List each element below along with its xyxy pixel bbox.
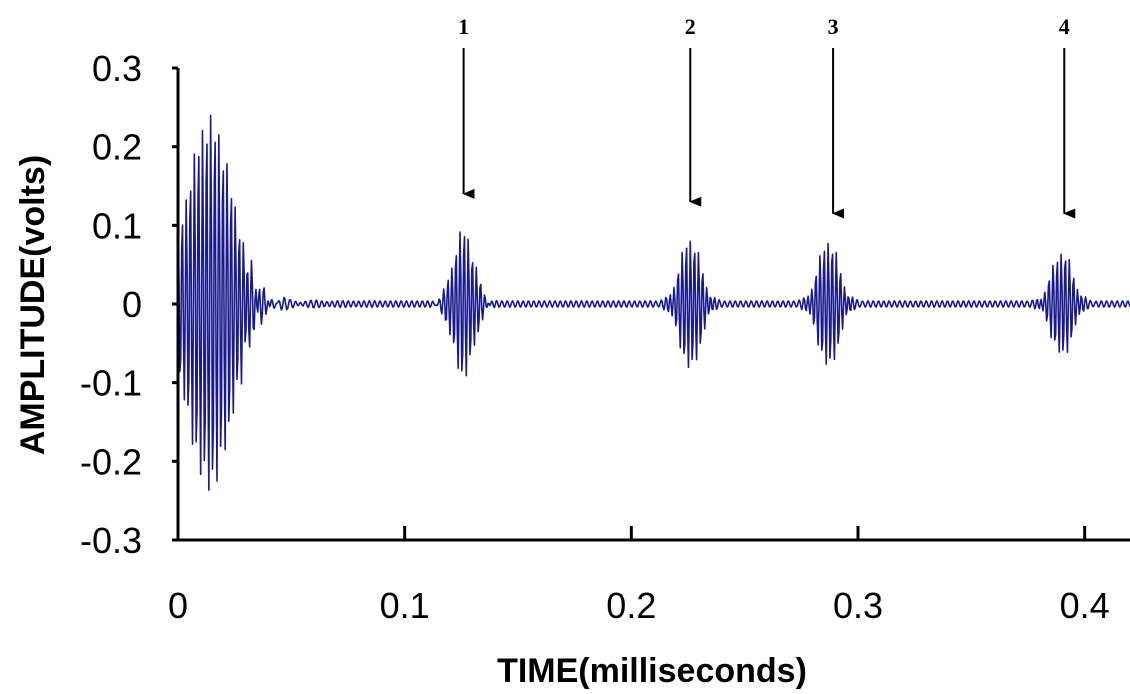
x-axis-ticks: 0 0.1 0.2 0.3 0.4 (168, 526, 1110, 626)
x-tick-label: 0.4 (1060, 585, 1110, 626)
annotation-label: 1 (458, 14, 469, 39)
y-tick-label: -0.1 (80, 363, 142, 404)
y-axis-ticks: 0.3 0.2 0.1 0 -0.1 -0.2 -0.3 (80, 48, 178, 561)
annotation-label: 4 (1059, 14, 1070, 39)
y-tick-label: 0.2 (92, 127, 142, 168)
x-tick-label: 0.3 (833, 585, 883, 626)
waveform-series-line (177, 114, 1130, 491)
annotations: 1 2 3 4 (458, 14, 1076, 219)
y-tick-label: 0.1 (92, 205, 142, 246)
y-tick-label: -0.3 (80, 520, 142, 561)
y-axis-title: AMPLITUDE(volts) (14, 155, 52, 455)
x-tick-label: 0.2 (606, 585, 656, 626)
x-axis-title: TIME(milliseconds) (497, 652, 807, 690)
plot-area (177, 114, 1130, 491)
x-tick-label: 0.1 (380, 585, 430, 626)
x-tick-label: 0 (168, 585, 188, 626)
y-tick-label: 0.3 (92, 48, 142, 89)
y-tick-label: -0.2 (80, 441, 142, 482)
annotation-label: 3 (828, 14, 839, 39)
annotation-label: 2 (685, 14, 696, 39)
y-tick-label: 0 (122, 284, 142, 325)
